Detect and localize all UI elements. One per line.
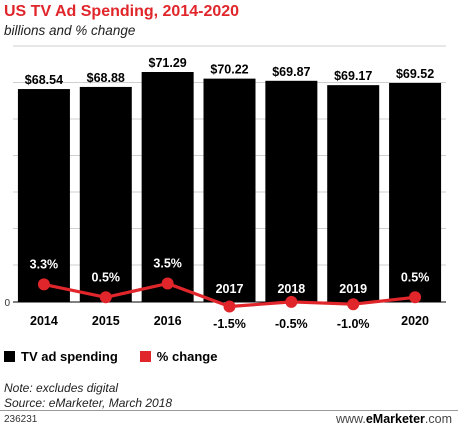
chart-note: Note: excludes digital	[4, 381, 119, 395]
chart-source: Source: eMarketer, March 2018	[4, 396, 173, 410]
legend-label: TV ad spending	[21, 349, 118, 364]
x-tick-label: 2016	[154, 314, 182, 328]
x-tick-label: 2020	[401, 314, 429, 328]
legend-item-percent-change: % change	[139, 349, 218, 364]
bar-2015	[79, 86, 132, 302]
bar-2019	[327, 85, 380, 302]
bar-2018	[265, 80, 318, 302]
chart-legend: TV ad spending % change	[4, 349, 239, 364]
x-tick-label: 2015	[92, 314, 120, 328]
percent-change-point	[37, 278, 50, 291]
bar-value-label: $68.88	[87, 71, 125, 85]
legend-swatch-red	[139, 351, 151, 362]
chart-area: 0 $68.54 $68.88 $71.29 $70.22 $69.87 $69.17 $69…	[4, 45, 446, 331]
bar-value-label: $70.22	[210, 63, 248, 77]
percent-change-point	[285, 295, 298, 308]
percent-change-label: -1.0%	[337, 317, 370, 331]
y-tick-label: 0	[4, 298, 10, 309]
percent-change-label: 0.5%	[401, 270, 430, 284]
x-tick-label: 2019	[339, 282, 367, 296]
bar-value-label: $69.87	[272, 65, 310, 79]
percent-change-label: 3.3%	[30, 257, 59, 271]
x-tick-label: 2018	[277, 282, 305, 296]
x-tick-label: 2014	[30, 314, 58, 328]
percent-change-point	[347, 298, 360, 311]
bar-value-label: $71.29	[149, 56, 187, 70]
chart-title: US TV Ad Spending, 2014-2020	[4, 3, 240, 20]
chart-subtitle: billions and % change	[4, 23, 136, 38]
percent-change-point	[409, 291, 422, 304]
percent-change-point	[223, 300, 236, 313]
percent-change-label: 3.5%	[153, 257, 182, 271]
x-tick-label: 2017	[216, 282, 244, 296]
chart-id: 236231	[4, 414, 38, 425]
brand-name: eMarketer	[365, 412, 425, 426]
percent-change-point	[99, 291, 112, 304]
legend-swatch-black	[4, 351, 15, 362]
legend-label: % change	[156, 349, 218, 364]
bar-2016	[141, 72, 194, 302]
bar-2017	[203, 78, 256, 302]
bar-value-label: $69.52	[396, 67, 434, 81]
percent-change-point	[161, 277, 174, 290]
emarketer-logo[interactable]: www.eMarketer.com	[336, 412, 452, 426]
brand-suffix: .com	[424, 412, 452, 426]
legend-item-tv-ad-spending: TV ad spending	[4, 349, 118, 364]
bar-2020	[389, 82, 442, 302]
bar-value-label: $69.17	[334, 69, 372, 83]
brand-prefix: www.	[335, 412, 366, 426]
bar-2014	[17, 89, 70, 302]
footer-divider	[0, 410, 458, 411]
percent-change-label: -1.5%	[213, 317, 246, 331]
percent-change-label: -0.5%	[275, 317, 308, 331]
percent-change-label: 0.5%	[92, 270, 121, 284]
bar-value-label: $68.54	[25, 73, 63, 87]
